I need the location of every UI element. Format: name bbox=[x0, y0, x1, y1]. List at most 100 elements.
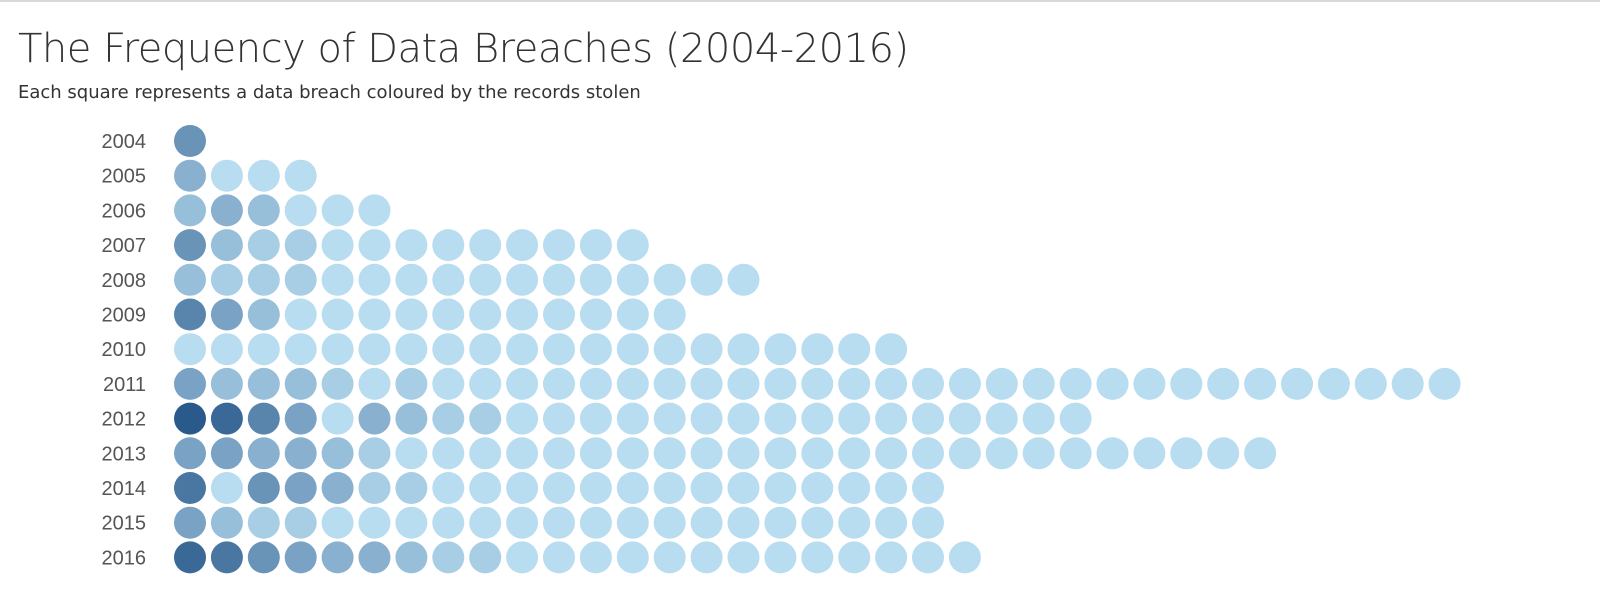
breach-dot[interactable] bbox=[1096, 367, 1129, 400]
breach-dot[interactable] bbox=[284, 333, 317, 366]
breach-dot[interactable] bbox=[838, 333, 871, 366]
breach-dot[interactable] bbox=[912, 437, 944, 470]
breach-dot[interactable] bbox=[616, 472, 649, 504]
breach-dot[interactable] bbox=[432, 229, 465, 262]
breach-dot[interactable] bbox=[616, 298, 649, 331]
breach-dot[interactable] bbox=[469, 506, 502, 539]
breach-dot[interactable] bbox=[358, 472, 391, 504]
breach-dot[interactable] bbox=[801, 333, 834, 366]
breach-dot[interactable] bbox=[321, 472, 354, 504]
breach-dot[interactable] bbox=[616, 229, 649, 262]
breach-dot[interactable] bbox=[801, 437, 834, 470]
breach-dot[interactable] bbox=[875, 367, 908, 400]
breach-dot[interactable] bbox=[764, 506, 797, 539]
breach-dot[interactable] bbox=[727, 367, 760, 400]
breach-dot[interactable] bbox=[284, 402, 317, 435]
breach-dot[interactable] bbox=[395, 541, 428, 574]
breach-dot[interactable] bbox=[690, 367, 723, 400]
breach-dot[interactable] bbox=[1022, 367, 1055, 400]
breach-dot[interactable] bbox=[653, 263, 686, 296]
breach-dot[interactable] bbox=[1354, 367, 1387, 400]
breach-dot[interactable] bbox=[616, 333, 649, 366]
breach-dot[interactable] bbox=[284, 159, 317, 192]
breach-dot[interactable] bbox=[506, 263, 539, 296]
breach-dot[interactable] bbox=[875, 506, 908, 539]
breach-dot[interactable] bbox=[506, 367, 539, 400]
breach-dot[interactable] bbox=[543, 333, 575, 366]
breach-dot[interactable] bbox=[543, 263, 575, 296]
breach-dot[interactable] bbox=[616, 541, 649, 574]
breach-dot[interactable] bbox=[358, 506, 391, 539]
breach-dot[interactable] bbox=[616, 437, 649, 470]
breach-dot[interactable] bbox=[579, 263, 612, 296]
breach-dot[interactable] bbox=[801, 402, 834, 435]
breach-dot[interactable] bbox=[579, 437, 612, 470]
breach-dot[interactable] bbox=[1428, 367, 1461, 400]
breach-dot[interactable] bbox=[948, 367, 981, 400]
breach-dot[interactable] bbox=[1207, 367, 1240, 400]
breach-dot[interactable] bbox=[616, 506, 649, 539]
breach-dot[interactable] bbox=[875, 333, 908, 366]
breach-dot[interactable] bbox=[616, 367, 649, 400]
breach-dot[interactable] bbox=[690, 506, 723, 539]
breach-dot[interactable] bbox=[210, 333, 243, 366]
breach-dot[interactable] bbox=[985, 437, 1018, 470]
breach-dot[interactable] bbox=[358, 402, 391, 435]
breach-dot[interactable] bbox=[764, 333, 797, 366]
breach-dot[interactable] bbox=[506, 298, 539, 331]
breach-dot[interactable] bbox=[764, 541, 797, 574]
breach-dot[interactable] bbox=[284, 298, 317, 331]
breach-dot[interactable] bbox=[838, 437, 871, 470]
breach-dot[interactable] bbox=[579, 541, 612, 574]
breach-dot[interactable] bbox=[321, 229, 354, 262]
breach-dot[interactable] bbox=[247, 367, 280, 400]
breach-dot[interactable] bbox=[948, 437, 981, 470]
breach-dot[interactable] bbox=[358, 367, 391, 400]
breach-dot[interactable] bbox=[247, 541, 280, 574]
breach-dot[interactable] bbox=[579, 367, 612, 400]
breach-dot[interactable] bbox=[469, 263, 502, 296]
breach-dot[interactable] bbox=[912, 472, 944, 504]
breach-dot[interactable] bbox=[653, 472, 686, 504]
breach-dot[interactable] bbox=[912, 506, 944, 539]
breach-dot[interactable] bbox=[1244, 437, 1277, 470]
breach-dot[interactable] bbox=[210, 367, 243, 400]
breach-dot[interactable] bbox=[247, 472, 280, 504]
breach-dot[interactable] bbox=[801, 506, 834, 539]
breach-dot[interactable] bbox=[543, 541, 575, 574]
breach-dot[interactable] bbox=[727, 263, 760, 296]
breach-dot[interactable] bbox=[432, 472, 465, 504]
breach-dot[interactable] bbox=[469, 333, 502, 366]
breach-dot[interactable] bbox=[690, 541, 723, 574]
breach-dot[interactable] bbox=[174, 333, 206, 366]
breach-dot[interactable] bbox=[1391, 367, 1424, 400]
breach-dot[interactable] bbox=[1133, 367, 1166, 400]
breach-dot[interactable] bbox=[653, 541, 686, 574]
breach-dot[interactable] bbox=[506, 506, 539, 539]
breach-dot[interactable] bbox=[174, 367, 206, 400]
breach-dot[interactable] bbox=[469, 298, 502, 331]
breach-dot[interactable] bbox=[1096, 437, 1129, 470]
breach-dot[interactable] bbox=[247, 263, 280, 296]
breach-dot[interactable] bbox=[174, 541, 206, 574]
breach-dot[interactable] bbox=[174, 159, 206, 192]
breach-dot[interactable] bbox=[543, 472, 575, 504]
breach-dot[interactable] bbox=[210, 263, 243, 296]
breach-dot[interactable] bbox=[174, 506, 206, 539]
breach-dot[interactable] bbox=[506, 333, 539, 366]
breach-dot[interactable] bbox=[174, 298, 206, 331]
breach-dot[interactable] bbox=[1133, 437, 1166, 470]
breach-dot[interactable] bbox=[579, 472, 612, 504]
breach-dot[interactable] bbox=[432, 298, 465, 331]
breach-dot[interactable] bbox=[1059, 402, 1092, 435]
breach-dot[interactable] bbox=[395, 298, 428, 331]
breach-dot[interactable] bbox=[174, 194, 206, 227]
breach-dot[interactable] bbox=[727, 437, 760, 470]
breach-dot[interactable] bbox=[395, 263, 428, 296]
breach-dot[interactable] bbox=[469, 472, 502, 504]
breach-dot[interactable] bbox=[764, 472, 797, 504]
breach-dot[interactable] bbox=[985, 367, 1018, 400]
breach-dot[interactable] bbox=[210, 298, 243, 331]
breach-dot[interactable] bbox=[727, 333, 760, 366]
breach-dot[interactable] bbox=[764, 402, 797, 435]
